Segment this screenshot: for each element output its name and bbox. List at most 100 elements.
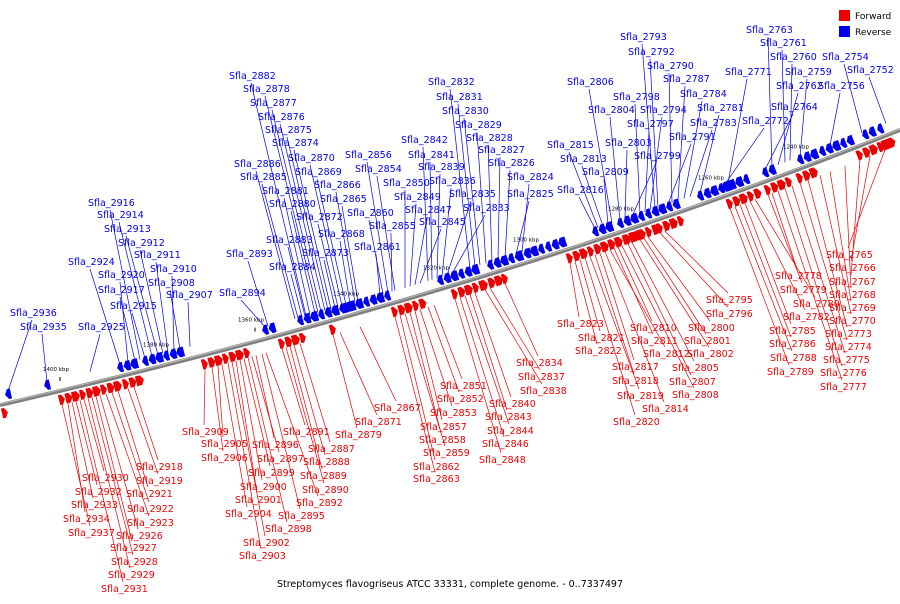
reverse-gene-label: Sfla_2756 (818, 81, 865, 92)
forward-gene-arrow (676, 215, 684, 227)
reverse-gene-label: Sfla_2881 (262, 186, 309, 197)
reverse-leader-line (390, 232, 393, 292)
reverse-gene-arrow (592, 226, 600, 237)
forward-leader-line (454, 298, 502, 454)
forward-leader-line (819, 175, 852, 315)
genome-backbone (0, 128, 900, 407)
forward-leader-line (203, 368, 206, 426)
forward-gene-label: Sfla_2837 (518, 372, 565, 383)
forward-gene-label: Sfla_2765 (826, 250, 873, 261)
forward-gene-arrow (471, 282, 479, 294)
reverse-gene-label: Sfla_2886 (234, 159, 281, 170)
forward-gene-label: Sfla_2922 (127, 504, 174, 515)
forward-gene-label: Sfla_2931 (101, 584, 148, 595)
reverse-gene-arrow (797, 153, 805, 165)
reverse-gene-label: Sfla_2831 (436, 92, 483, 103)
reverse-gene-label: Sfla_2873 (302, 248, 349, 259)
forward-gene-label: Sfla_2928 (111, 557, 158, 568)
reverse-gene-label: Sfla_2784 (680, 89, 727, 100)
reverse-leader-line (764, 113, 794, 170)
reverse-gene-arrow (324, 306, 333, 318)
reverse-gene-arrow (342, 302, 350, 313)
tick-label: 1340 kbp (333, 292, 359, 298)
forward-gene-label: Sfla_2934 (63, 514, 110, 525)
reverse-gene-arrow (718, 182, 726, 194)
forward-gene-arrow (85, 387, 94, 399)
forward-gene-label: Sfla_2862 (413, 462, 460, 473)
forward-leader-line (474, 292, 512, 398)
forward-leader-line (409, 312, 442, 434)
forward-leader-line (469, 294, 508, 411)
reverse-gene-label: Sfla_2836 (429, 176, 476, 187)
reverse-gene-arrow (605, 221, 615, 233)
forward-leader-line (643, 238, 707, 335)
reverse-leader-line (457, 103, 476, 267)
forward-leader-line (589, 256, 640, 390)
forward-gene-label: Sfla_2901 (235, 495, 282, 506)
forward-gene-arrow (662, 220, 671, 232)
reverse-leader-line (487, 144, 493, 262)
tick-label: 1300 kbp (513, 238, 539, 244)
reverse-leader-line (603, 178, 609, 225)
reverse-leader-line (109, 209, 141, 360)
reverse-leader-line (271, 109, 322, 312)
forward-gene-label: Sfla_2775 (823, 355, 870, 366)
forward-leader-line (599, 252, 635, 361)
reverse-gene-arrow (458, 268, 466, 279)
reverse-gene-label: Sfla_2830 (442, 106, 489, 117)
forward-gene-arrow (578, 248, 588, 260)
forward-leader-line (739, 204, 792, 338)
genome-backbone-highlight (0, 128, 900, 405)
reverse-gene-arrow (735, 176, 745, 188)
reverse-gene-arrow (369, 294, 378, 305)
reverse-leader-line (446, 200, 472, 276)
reverse-gene-label: Sfla_2850 (383, 178, 430, 189)
reverse-gene-label: Sfla_2827 (478, 145, 525, 156)
reverse-leader-line (286, 136, 329, 310)
forward-gene-arrow (290, 334, 300, 346)
forward-gene-label: Sfla_2768 (829, 290, 876, 301)
forward-gene-arrow (623, 233, 631, 245)
forward-gene-label: Sfla_2779 (780, 285, 827, 296)
reverse-gene-arrow (176, 346, 186, 358)
forward-gene-arrow (644, 226, 652, 238)
reverse-gene-arrow (840, 137, 848, 149)
reverse-gene-arrow (297, 314, 305, 326)
legend-reverse-label: Reverse (855, 28, 892, 38)
forward-gene-arrow (57, 394, 65, 406)
reverse-gene-arrow (703, 187, 712, 199)
legend-forward-label: Forward (855, 12, 891, 22)
reverse-leader-line (339, 240, 351, 304)
forward-leader-line (339, 332, 378, 416)
reverse-gene-arrow (169, 348, 178, 360)
forward-leader-line (127, 388, 159, 475)
forward-leader-line (95, 396, 133, 542)
reverse-gene-label: Sfla_2878 (243, 84, 290, 95)
reverse-leader-line (777, 92, 799, 165)
forward-gene-label: Sfla_2767 (829, 277, 876, 288)
forward-gene-label: Sfla_2766 (829, 263, 876, 274)
forward-gene-label: Sfla_2859 (423, 448, 470, 459)
reverse-leader-line (171, 275, 175, 351)
forward-gene-arrow (763, 184, 771, 196)
reverse-leader-line (581, 165, 604, 227)
reverse-leader-line (366, 161, 389, 293)
forward-gene-label: Sfla_2819 (617, 391, 664, 402)
reverse-leader-line (422, 146, 429, 281)
reverse-gene-label: Sfla_2855 (369, 221, 416, 232)
forward-gene-label: Sfla_2786 (769, 339, 816, 350)
reverse-leader-line (767, 36, 773, 168)
forward-gene-label: Sfla_2892 (296, 498, 343, 509)
reverse-gene-label: Sfla_2825 (507, 189, 554, 200)
forward-gene-label: Sfla_2937 (68, 528, 115, 539)
forward-gene-label: Sfla_2926 (116, 531, 163, 542)
forward-gene-label: Sfla_2782 (783, 312, 830, 323)
forward-leader-line (419, 309, 453, 407)
reverse-gene-label: Sfla_2907 (166, 290, 213, 301)
reverse-gene-arrow (318, 309, 326, 320)
forward-gene-label: Sfla_2905 (201, 439, 248, 450)
forward-gene-label: Sfla_2789 (767, 367, 814, 378)
reverse-leader-line (699, 114, 720, 194)
forward-gene-label: Sfla_2906 (201, 453, 248, 464)
